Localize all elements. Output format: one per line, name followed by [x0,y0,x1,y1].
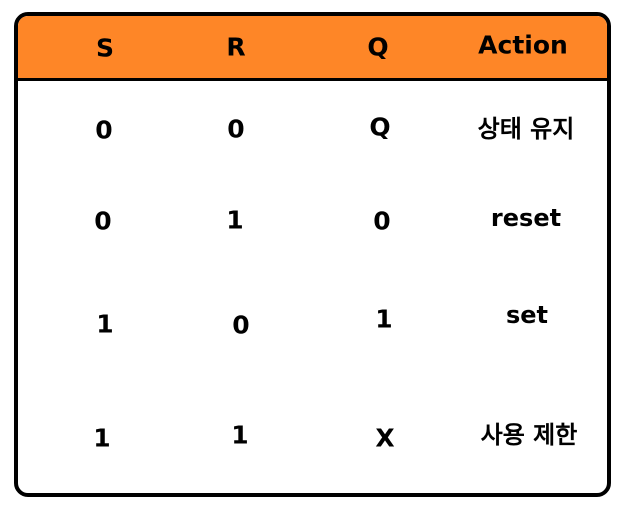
row-2-s: 0 [94,206,112,236]
table-header: S R Q Action [18,16,607,81]
header-q: Q [367,32,389,62]
row-3-q: 1 [375,304,393,334]
row-1-q: Q [369,112,391,142]
row-2-r: 1 [226,205,244,235]
row-4-s: 1 [93,423,111,453]
row-3-action: set [505,301,549,329]
header-r: R [226,32,246,62]
row-3-s: 1 [96,309,114,339]
header-action: Action [478,30,568,60]
row-4-r: 1 [231,420,249,450]
truth-table: S R Q Action 0 0 Q 상태 유지 0 1 0 reset 1 0… [14,12,611,497]
row-2-action: reset [490,204,562,232]
row-1-r: 0 [227,114,245,144]
row-1-s: 0 [95,115,113,145]
row-1-action: 상태 유지 [477,115,575,143]
row-4-action: 사용 제한 [480,421,578,449]
row-4-q: X [375,423,395,453]
row-3-r: 0 [232,310,250,340]
row-2-q: 0 [373,206,391,236]
header-s: S [95,33,115,63]
